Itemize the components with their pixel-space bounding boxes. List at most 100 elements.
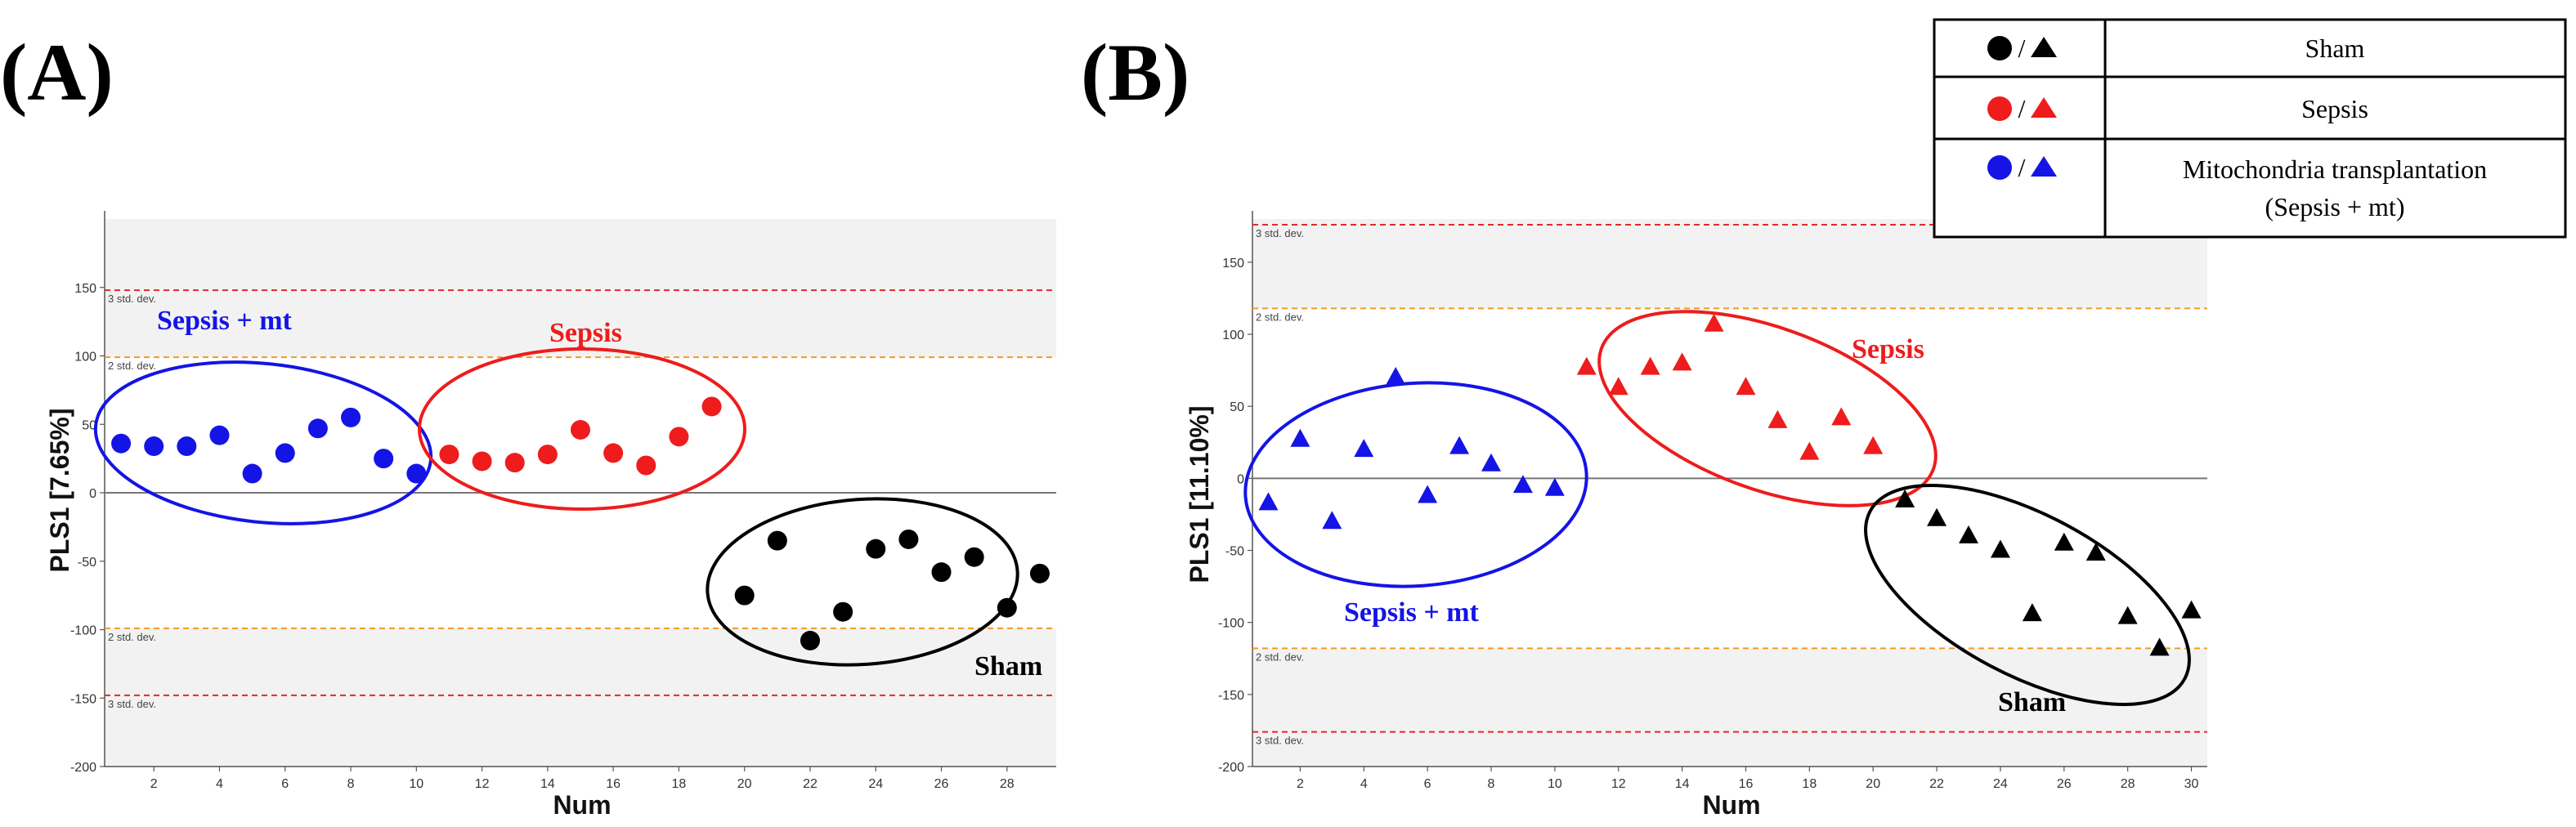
chart-a-y-tick-label: -200 [70, 761, 96, 775]
chart-b-ylabel: PLS1 [11.10%] [1185, 406, 1214, 583]
chart-a-std-label: 3 std. dev. [108, 293, 156, 305]
chart-b-point-sepsis [1704, 313, 1724, 332]
legend-separator: / [2018, 34, 2026, 63]
chart-b-std-label: 3 std. dev. [1256, 735, 1304, 747]
chart-b-y-tick-label: 150 [1222, 257, 1244, 270]
chart-b-point-sham [1895, 489, 1915, 507]
chart-b-group-label-sepsis-mt: Sepsis + mt [1344, 597, 1480, 628]
chart-a-point-sepsis [472, 451, 492, 472]
chart-b-point-sham [1959, 525, 1978, 543]
chart-b-x-tick-label: 12 [1611, 777, 1626, 791]
legend: / Sham / Sepsis / Mitochondria transplan… [1933, 18, 2567, 239]
chart-b-point-sepsis [1799, 441, 1820, 460]
legend-sham-triangle-marker [2031, 37, 2057, 57]
chart-b-x-tick-label: 26 [2057, 777, 2072, 791]
chart-b-point-sepsis [1576, 356, 1597, 375]
chart-a-std-label: 2 std. dev. [108, 360, 156, 372]
chart-a-x-tick-label: 6 [281, 777, 289, 791]
chart-b-point-sepsis [1767, 409, 1788, 428]
chart-a-point-sepsis-mt [144, 436, 164, 457]
chart-b-point-sepsis-mt [1354, 439, 1374, 458]
chart-a-group-label-sepsis-mt: Sepsis + mt [157, 306, 293, 336]
chart-b-group-label-sham: Sham [1998, 687, 2066, 717]
chart-b-point-sham [2149, 637, 2170, 656]
chart-b-x-tick-label: 20 [1866, 777, 1880, 791]
chart-a-x-tick-label: 2 [150, 777, 158, 791]
chart-a-point-sham [1029, 563, 1050, 583]
legend-border [1933, 18, 2567, 239]
chart-b-point-sepsis-mt [1322, 511, 1342, 530]
chart-b-point-sepsis [1863, 436, 1884, 454]
chart-a-point-sepsis-mt [275, 443, 295, 463]
chart-b-ellipse-sham [1864, 483, 2191, 707]
chart-b-point-sepsis-mt [1258, 492, 1279, 511]
chart-a-x-tick-label: 12 [475, 777, 490, 791]
chart-a-xlabel: Num [553, 790, 611, 820]
chart-a-x-tick-label: 26 [934, 777, 949, 791]
chart-b-x-tick-label: 8 [1488, 777, 1495, 791]
chart-a-point-sepsis [504, 453, 525, 473]
chart-b-x-tick-label: 30 [2184, 777, 2199, 791]
chart-b-x-tick-label: 28 [2121, 777, 2135, 791]
chart-a-x-tick-label: 14 [540, 777, 555, 791]
chart-b-x-tick-label: 16 [1739, 777, 1754, 791]
chart-a-y-tick-label: -100 [70, 624, 96, 638]
chart-b-point-sham [2085, 543, 2106, 561]
chart-a-y-tick-label: -150 [70, 692, 96, 706]
chart-a-point-sham [866, 539, 886, 559]
chart-b-x-tick-label: 14 [1675, 777, 1690, 791]
chart-a-point-sepsis [439, 445, 459, 465]
chart-b-x-tick-label: 2 [1297, 777, 1304, 791]
chart-a-point-sepsis-mt [111, 433, 132, 454]
chart-b-y-tick-label: -200 [1218, 761, 1244, 775]
chart-a-point-sepsis [571, 419, 590, 440]
chart-b-point-sepsis [1608, 377, 1628, 396]
chart-a-x-tick-label: 20 [737, 777, 752, 791]
chart-a-upper-band [105, 219, 1056, 358]
legend-mt-triangle-marker [2031, 156, 2057, 177]
chart-b-x-tick-label: 22 [1929, 777, 1944, 791]
chart-b-point-sepsis [1672, 352, 1692, 371]
chart-b-ellipse-sepsis-mt [1243, 381, 1588, 588]
chart-a-lower-band [105, 628, 1056, 767]
chart-b-point-sepsis-mt [1512, 475, 1533, 494]
chart-b-ellipse-sepsis [1597, 310, 1938, 507]
panel-b-label: (B) [1081, 27, 1189, 118]
chart-a-point-sham [767, 530, 787, 551]
chart-b-point-sham [1990, 539, 2010, 558]
chart-a-x-tick-label: 10 [409, 777, 423, 791]
chart-a-y-tick-label: 0 [89, 487, 96, 501]
chart-a-point-sham [964, 547, 984, 567]
chart-a-x-tick-label: 4 [216, 777, 223, 791]
chart-a-point-sepsis-mt [209, 425, 230, 445]
chart-b-point-sham [2117, 606, 2138, 624]
chart-a-std-label: 3 std. dev. [108, 698, 156, 710]
chart-a-point-sepsis-mt [307, 418, 328, 439]
chart-b-y-tick-label: 50 [1230, 400, 1244, 414]
legend-separator: / [2018, 94, 2026, 123]
chart-b-y-tick-label: -100 [1218, 617, 1244, 631]
chart-b-y-tick-label: -150 [1218, 689, 1244, 703]
chart-b-x-tick-label: 4 [1360, 777, 1368, 791]
chart-a-ellipse-sham [706, 497, 1019, 667]
chart-b-point-sepsis-mt [1449, 436, 1470, 454]
legend-sepsis-triangle-marker [2031, 97, 2057, 118]
chart-a-point-sepsis-mt [242, 463, 262, 484]
chart-a-ellipse-sepsis [418, 347, 746, 511]
chart-a-x-tick-label: 16 [606, 777, 620, 791]
chart-b-x-tick-label: 10 [1548, 777, 1562, 791]
chart-b-point-sepsis [1831, 407, 1852, 426]
chart-b-lower-band [1252, 648, 2207, 767]
chart-b-point-sham [2022, 603, 2042, 622]
chart-a-x-tick-label: 24 [868, 777, 883, 791]
chart-b-point-sham [1927, 507, 1947, 526]
chart-b-x-tick-label: 6 [1424, 777, 1431, 791]
legend-label-sham: Sham [2305, 34, 2365, 63]
chart-a-std-label: 2 std. dev. [108, 631, 156, 643]
chart-a-point-sepsis-mt [341, 407, 361, 427]
chart-a-y-tick-label: 150 [74, 282, 96, 296]
legend-label-sepsis: Sepsis [2301, 94, 2368, 123]
chart-a-point-sepsis [636, 455, 656, 476]
legend-separator: / [2018, 153, 2026, 182]
chart-a-y-tick-label: 100 [74, 351, 96, 364]
